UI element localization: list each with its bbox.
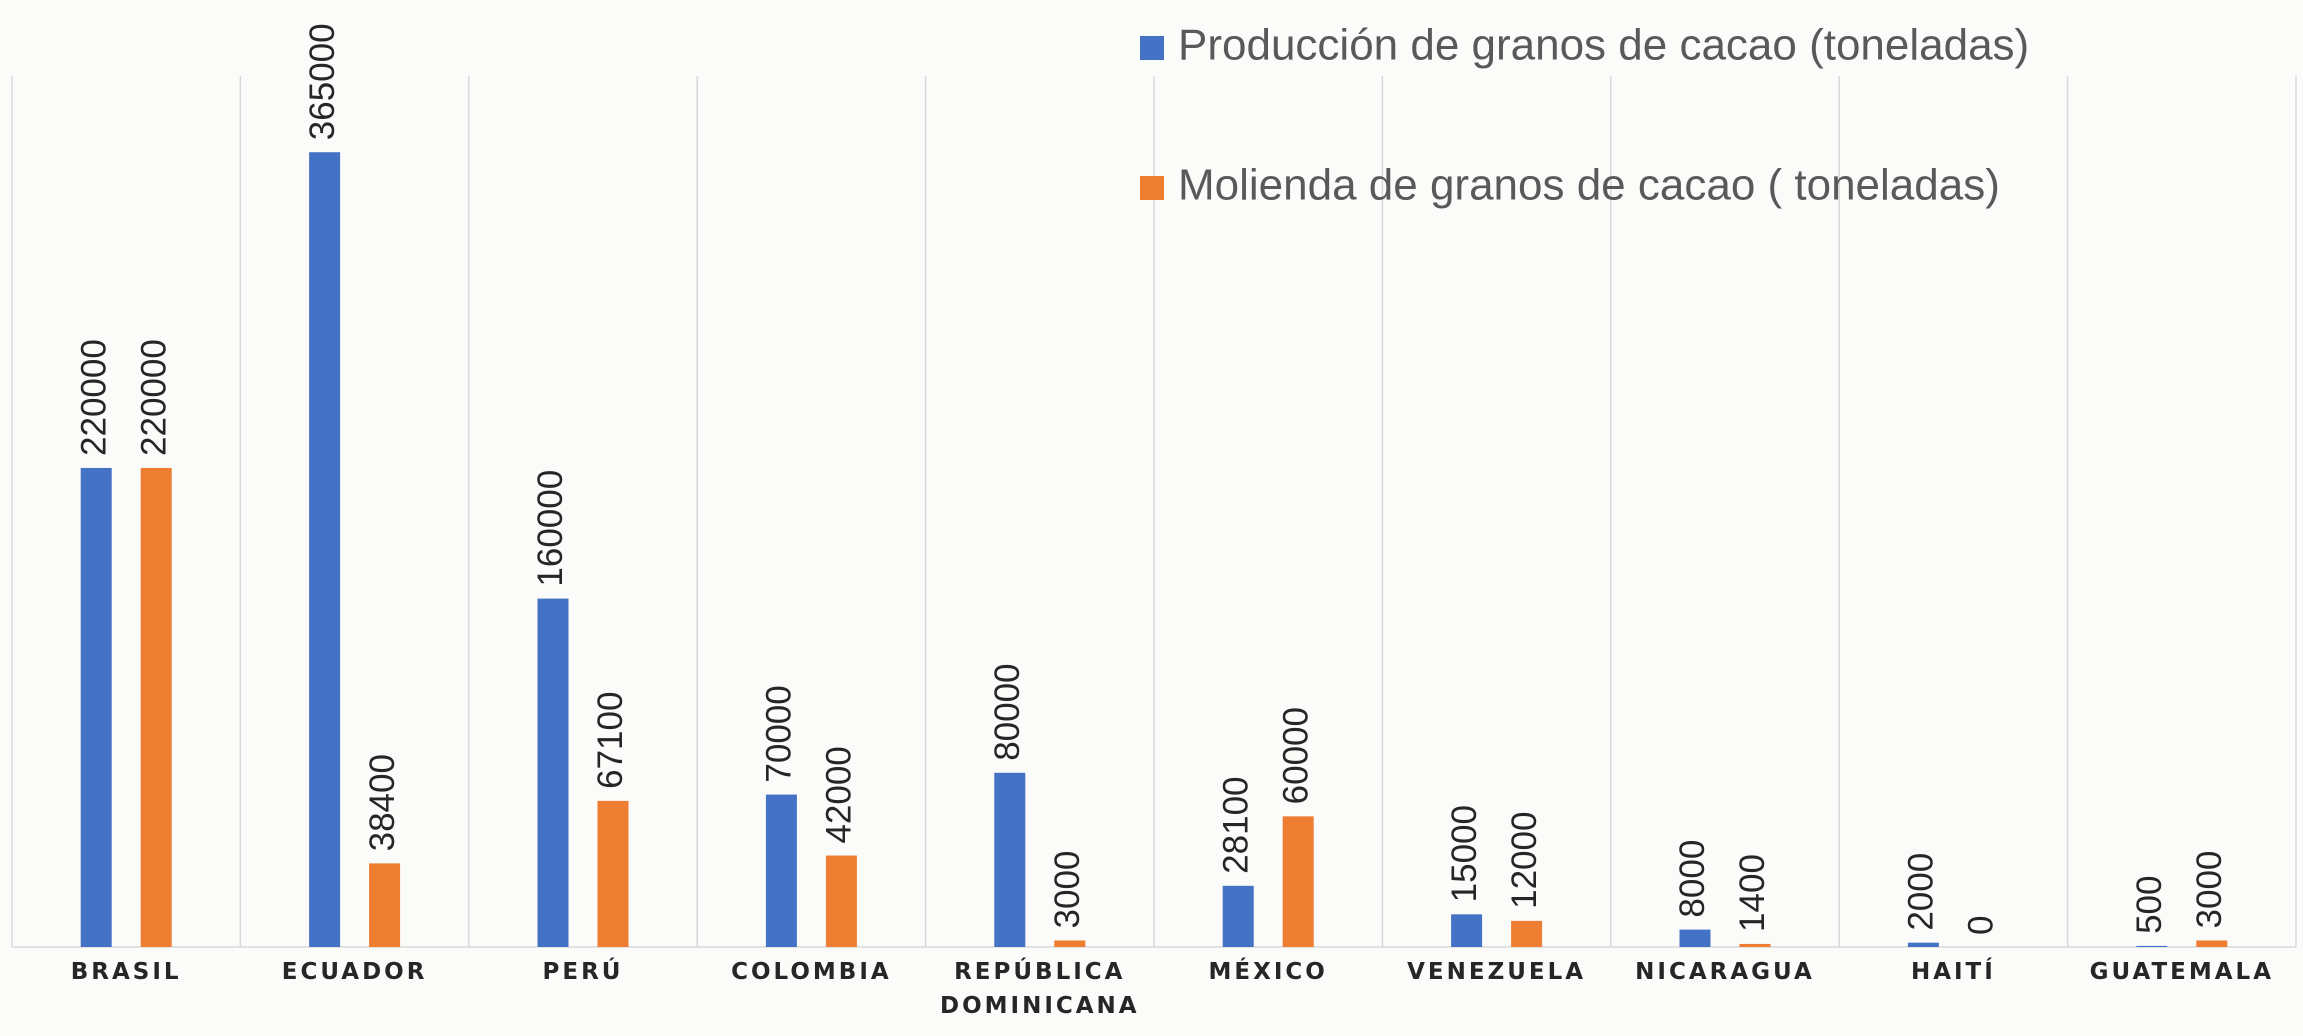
data-label: 15000 — [1445, 805, 1484, 902]
data-label: 80000 — [988, 663, 1027, 760]
bar — [309, 152, 341, 947]
x-tick-label: PERÚ — [542, 959, 624, 985]
bar — [1907, 942, 1939, 947]
x-tick-label: HAITÍ — [1910, 959, 1996, 985]
x-tick-label: BRASIL — [70, 959, 182, 985]
data-label: 3000 — [1048, 851, 1087, 929]
x-tick-label: COLOMBIA — [731, 959, 892, 985]
bar — [994, 772, 1026, 947]
bar — [140, 467, 172, 947]
x-tick-label: ECUADOR — [281, 959, 428, 985]
x-tick-label: NICARAGUA — [1635, 959, 1815, 985]
data-label: 1400 — [1733, 854, 1772, 932]
legend-label: Producción de granos de cacao (toneladas… — [1178, 21, 2029, 70]
x-tick-label: MÉXICO — [1208, 959, 1328, 985]
data-label: 38400 — [363, 754, 402, 851]
bar — [369, 863, 401, 947]
bar — [1679, 929, 1711, 947]
bar — [1222, 885, 1254, 947]
data-label: 67100 — [591, 692, 630, 789]
data-label: 60000 — [1276, 707, 1315, 804]
data-label: 70000 — [760, 685, 799, 782]
bar — [1451, 914, 1483, 947]
bar — [1511, 920, 1543, 947]
bar — [597, 800, 629, 947]
data-label: 220000 — [74, 339, 113, 456]
data-label: 42000 — [820, 746, 859, 843]
legend-swatch — [1140, 176, 1164, 200]
data-label: 0 — [1962, 916, 2001, 935]
data-label: 220000 — [134, 339, 173, 456]
data-label: 365000 — [303, 23, 342, 140]
bar — [2136, 945, 2168, 947]
legend-swatch — [1140, 36, 1164, 60]
bar — [825, 855, 857, 947]
data-label: 3000 — [2190, 851, 2229, 929]
data-label: 500 — [2130, 876, 2169, 934]
x-tick-label: REPÚBLICA DOMINICANA — [939, 959, 1140, 1019]
data-label: 2000 — [1902, 853, 1941, 931]
data-label: 12000 — [1505, 812, 1544, 909]
bar — [537, 598, 569, 947]
data-label: 160000 — [531, 470, 570, 587]
x-tick-label: GUATEMALA — [2089, 959, 2274, 985]
bar — [1282, 816, 1314, 947]
x-tick-label: VENEZUELA — [1407, 959, 1587, 985]
data-label: 28100 — [1216, 776, 1255, 873]
bar — [1739, 943, 1771, 947]
legend-label: Molienda de granos de cacao ( toneladas) — [1178, 161, 2000, 210]
data-label: 8000 — [1673, 840, 1712, 918]
bar — [2196, 940, 2228, 947]
bar — [80, 467, 112, 947]
bar — [1054, 940, 1086, 947]
bar — [765, 794, 797, 947]
